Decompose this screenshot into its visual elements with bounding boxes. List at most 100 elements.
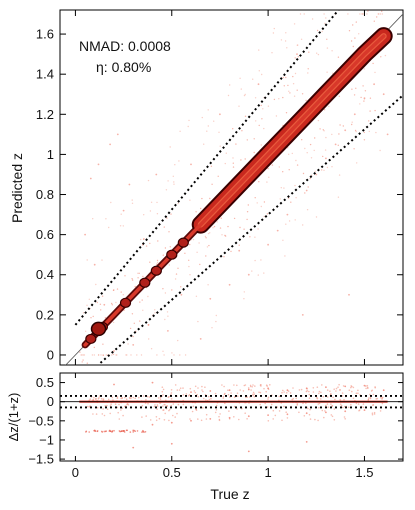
scatter-point [294,219,296,221]
residual-point [312,391,315,393]
residual-point [325,404,327,407]
scatter-point [156,213,159,215]
residual-band-point [120,430,122,433]
scatter-point [239,226,241,229]
residual-point [292,397,295,400]
residual-point [322,395,325,398]
residual-point [369,397,372,400]
residual-point [352,386,355,389]
residual-point [159,398,162,401]
scatter-point [314,137,316,139]
scatter-point [342,125,344,127]
scatter-point [204,235,207,238]
scatter-point [268,176,270,178]
residual-outlier-point [209,418,212,420]
res-y-tick-label: −0.5 [28,413,54,428]
scatter-point [325,136,327,139]
residual-point [236,408,238,410]
scatter-point [240,159,242,161]
residual-point [283,405,285,408]
scatter-point [145,245,148,247]
scatter-point [163,354,165,356]
scatter-point [93,346,96,349]
scatter-point [243,291,245,293]
scatter-point [372,62,374,65]
scatter-point [323,130,325,132]
scatter-point [173,354,175,356]
residual-point [295,397,298,400]
scatter-point [189,274,191,276]
scatter-point [92,218,94,220]
scatter-point [287,84,289,87]
outlier-point [238,249,241,252]
residual-point [102,398,105,400]
residual-band-point [129,431,132,433]
residual-point [162,388,165,391]
scatter-point [368,130,370,133]
residual-point [242,390,245,392]
scatter-point [289,92,291,94]
residual-point [318,402,321,405]
scatter-point [321,169,323,171]
scatter-point [293,95,296,97]
scatter-point [297,44,299,46]
residual-point [338,383,340,386]
residual-point [237,395,239,398]
residual-point [347,406,350,409]
residual-point [357,389,359,392]
scatter-point [179,354,181,356]
scatter-point [232,162,234,164]
residual-point [331,415,334,418]
scatter-point [359,103,361,105]
scatter-point [282,239,284,241]
residual-point [170,398,173,400]
scatter-point [331,50,333,52]
residual-y-axis-label: Δz/(1+z) [6,393,21,442]
scatter-point [373,20,375,22]
residual-point [188,393,191,396]
residual-point [259,384,262,386]
scatter-point [311,18,314,20]
scatter-point [246,218,248,221]
scatter-point [85,330,87,332]
scatter-point [285,76,287,79]
scatter-point [217,175,219,177]
scatter-point [305,99,307,102]
scatter-point [83,354,86,356]
residual-point [330,403,332,405]
scatter-point [368,120,370,122]
scatter-point [300,38,303,40]
scatter-point [309,177,311,180]
scatter-point [319,128,321,130]
scatter-point [211,327,213,329]
outlier-point [296,53,298,55]
residual-point [164,404,166,406]
residual-point [134,397,136,400]
residual-point [308,393,311,396]
outlier-point [247,273,250,276]
scatter-point [326,47,329,49]
residual-point [169,408,171,411]
residual-point [259,391,262,394]
residual-point [103,414,106,417]
residual-point [252,384,254,386]
scatter-point [174,164,176,166]
scatter-point [156,261,159,264]
residual-point [272,418,275,420]
scatter-point [104,317,107,319]
scatter-point [313,149,315,152]
residual-point [162,394,164,396]
scatter-point [375,131,377,134]
residual-point [329,390,331,393]
scatter-point [119,225,122,227]
residual-point [158,417,161,420]
scatter-point [352,45,354,48]
residual-outlier-point [382,389,385,392]
scatter-point [120,291,122,293]
residual-point [343,416,346,418]
residual-panel: 0 0.5 1 1.5 −1.5 −1 −0.5 0 0.5 Δz/(1+z) True z [6,372,404,502]
scatter-point [179,130,181,132]
scatter-point [116,288,119,290]
residual-point [323,416,325,419]
scatter-point [110,201,112,204]
